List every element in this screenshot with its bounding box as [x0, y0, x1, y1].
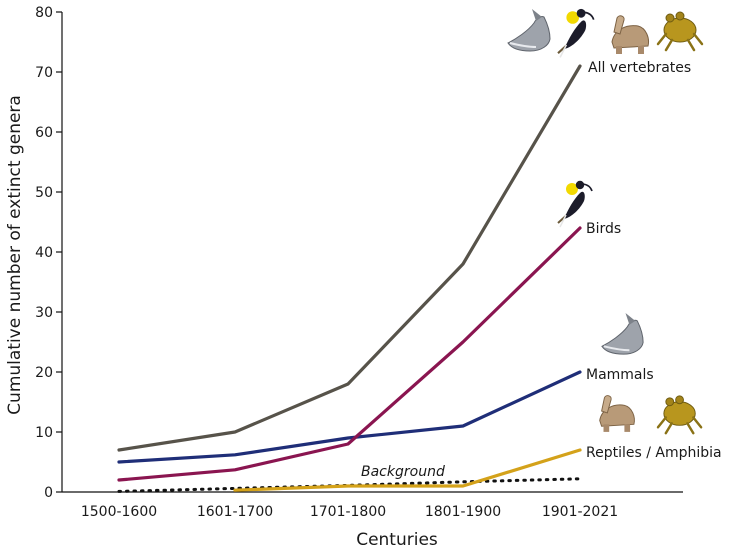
series-line-all-vertebrates	[117, 64, 582, 452]
label-mammals: Mammals	[586, 367, 654, 383]
y-tick-label: 80	[35, 5, 53, 21]
label-birds: Birds	[586, 221, 621, 237]
y-axis-title: Cumulative number of extinct genera	[5, 95, 25, 415]
x-tick-label: 1901-2021	[542, 504, 618, 520]
x-tick-labels: 1500-1600 1601-1700 1701-1800 1801-1900 1901…	[81, 504, 618, 520]
x-tick-label: 1701-1800	[310, 504, 386, 520]
y-tick-label: 30	[35, 305, 53, 321]
y-tick-label: 20	[35, 365, 53, 381]
tortoise-icon	[611, 15, 649, 54]
dolphin-icon	[507, 9, 551, 52]
y-tick-label: 40	[35, 245, 53, 261]
tortoise-icon	[599, 395, 635, 432]
y-tick-label: 60	[35, 125, 53, 141]
x-tick-label: 1801-1900	[425, 504, 501, 520]
frog-icon	[656, 395, 703, 435]
series-line-birds	[117, 226, 582, 482]
y-tick-labels: 0 10 20 30 40 50 60 70 80	[35, 5, 62, 501]
label-background: Background	[361, 464, 445, 480]
series-line-reptiles-amphibia	[233, 448, 582, 492]
bird-icon	[557, 180, 593, 228]
x-tick-label: 1500-1600	[81, 504, 157, 520]
animal-icons	[507, 8, 704, 435]
y-tick-label: 70	[35, 65, 53, 81]
bird-icon	[557, 8, 595, 58]
series-line-mammals	[117, 370, 582, 464]
axes	[61, 12, 683, 493]
label-all-vertebrates: All vertebrates	[588, 60, 691, 76]
dolphin-icon	[601, 313, 644, 355]
label-reptiles-amphibia: Reptiles / Amphibia	[586, 445, 722, 461]
series-line-background	[117, 477, 582, 493]
series-lines	[117, 64, 582, 493]
frog-icon	[656, 11, 704, 52]
y-tick-label: 50	[35, 185, 53, 201]
y-tick-label: 10	[35, 425, 53, 441]
x-axis-title: Centuries	[356, 530, 438, 548]
x-tick-label: 1601-1700	[197, 504, 273, 520]
y-tick-label: 0	[44, 485, 53, 501]
